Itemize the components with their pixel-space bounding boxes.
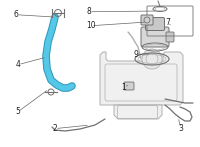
Text: 9: 9 xyxy=(134,50,138,59)
Text: 6: 6 xyxy=(14,10,18,19)
Text: 5: 5 xyxy=(16,107,20,116)
FancyBboxPatch shape xyxy=(124,82,134,90)
Text: 4: 4 xyxy=(16,60,20,69)
Text: 2: 2 xyxy=(53,124,57,133)
FancyBboxPatch shape xyxy=(146,17,164,30)
Text: 7: 7 xyxy=(166,17,170,27)
Text: 10: 10 xyxy=(86,21,96,30)
Polygon shape xyxy=(100,52,183,105)
FancyBboxPatch shape xyxy=(141,27,169,47)
Text: 1: 1 xyxy=(122,83,126,92)
Polygon shape xyxy=(114,105,162,119)
Circle shape xyxy=(142,49,162,69)
FancyBboxPatch shape xyxy=(166,32,174,42)
FancyBboxPatch shape xyxy=(141,15,153,25)
Text: 8: 8 xyxy=(87,7,91,16)
Text: 3: 3 xyxy=(179,124,183,133)
